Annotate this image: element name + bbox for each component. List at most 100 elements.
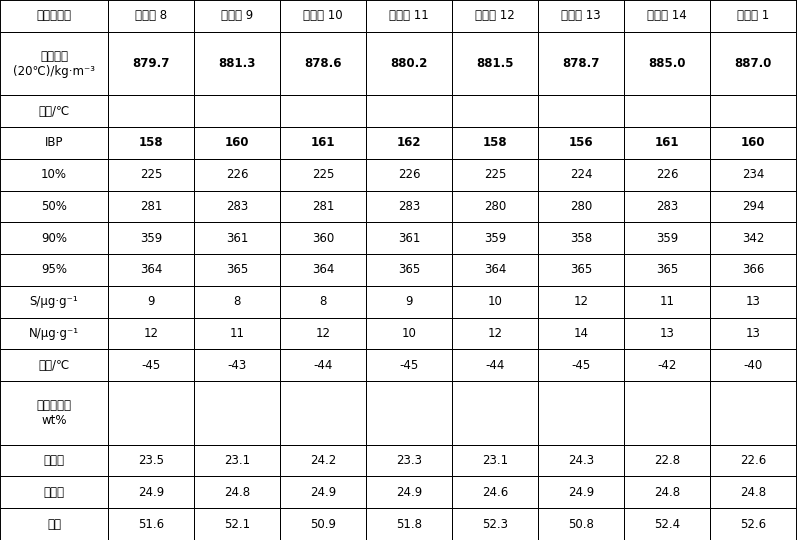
Text: 361: 361 xyxy=(226,232,248,245)
Text: 160: 160 xyxy=(225,137,250,150)
Text: 50.8: 50.8 xyxy=(568,518,594,531)
Text: 879.7: 879.7 xyxy=(132,57,170,70)
Text: 10: 10 xyxy=(402,327,417,340)
Text: 12: 12 xyxy=(315,327,330,340)
Text: -45: -45 xyxy=(399,359,418,372)
Text: 52.1: 52.1 xyxy=(224,518,250,531)
Text: 实施例 11: 实施例 11 xyxy=(389,9,429,22)
Text: 22.8: 22.8 xyxy=(654,454,680,467)
Text: S/μg·g⁻¹: S/μg·g⁻¹ xyxy=(30,295,78,308)
Text: -40: -40 xyxy=(743,359,762,372)
Text: 24.2: 24.2 xyxy=(310,454,336,467)
Text: 24.8: 24.8 xyxy=(654,486,680,499)
Text: 8: 8 xyxy=(319,295,326,308)
Text: 实施例 9: 实施例 9 xyxy=(221,9,253,22)
Text: 358: 358 xyxy=(570,232,592,245)
Text: 12: 12 xyxy=(487,327,502,340)
Text: 885.0: 885.0 xyxy=(648,57,686,70)
Text: -42: -42 xyxy=(658,359,677,372)
Text: IBP: IBP xyxy=(45,137,63,150)
Text: 283: 283 xyxy=(226,200,248,213)
Text: 226: 226 xyxy=(226,168,248,181)
Text: 52.4: 52.4 xyxy=(654,518,680,531)
Text: 24.9: 24.9 xyxy=(568,486,594,499)
Text: 24.9: 24.9 xyxy=(396,486,422,499)
Text: 实施例 8: 实施例 8 xyxy=(135,9,167,22)
Text: 365: 365 xyxy=(656,264,678,276)
Text: 13: 13 xyxy=(659,327,674,340)
Text: 95%: 95% xyxy=(41,264,67,276)
Text: 160: 160 xyxy=(741,137,766,150)
Text: 280: 280 xyxy=(484,200,506,213)
Text: 887.0: 887.0 xyxy=(734,57,772,70)
Text: 24.8: 24.8 xyxy=(740,486,766,499)
Text: 90%: 90% xyxy=(41,232,67,245)
Text: 10%: 10% xyxy=(41,168,67,181)
Text: 23.5: 23.5 xyxy=(138,454,164,467)
Text: 凝点/℃: 凝点/℃ xyxy=(38,359,70,372)
Text: 281: 281 xyxy=(312,200,334,213)
Text: 878.7: 878.7 xyxy=(562,57,600,70)
Text: 359: 359 xyxy=(656,232,678,245)
Text: 225: 225 xyxy=(484,168,506,181)
Text: 364: 364 xyxy=(140,264,162,276)
Text: 281: 281 xyxy=(140,200,162,213)
Text: 实施例编号: 实施例编号 xyxy=(37,9,71,22)
Text: 364: 364 xyxy=(484,264,506,276)
Text: 实施例 12: 实施例 12 xyxy=(475,9,515,22)
Text: 12: 12 xyxy=(143,327,158,340)
Text: 14: 14 xyxy=(574,327,589,340)
Text: 实施例 10: 实施例 10 xyxy=(303,9,343,22)
Text: 360: 360 xyxy=(312,232,334,245)
Text: 225: 225 xyxy=(312,168,334,181)
Text: 13: 13 xyxy=(746,327,761,340)
Text: 878.6: 878.6 xyxy=(304,57,342,70)
Text: -44: -44 xyxy=(486,359,505,372)
Text: 158: 158 xyxy=(482,137,507,150)
Text: 161: 161 xyxy=(310,137,335,150)
Text: -45: -45 xyxy=(571,359,590,372)
Text: 365: 365 xyxy=(226,264,248,276)
Text: 51.8: 51.8 xyxy=(396,518,422,531)
Text: 880.2: 880.2 xyxy=(390,57,428,70)
Text: 365: 365 xyxy=(570,264,592,276)
Text: 11: 11 xyxy=(659,295,674,308)
Text: 对比例 1: 对比例 1 xyxy=(737,9,769,22)
Text: 24.9: 24.9 xyxy=(138,486,164,499)
Text: 芳烃: 芳烃 xyxy=(47,518,61,531)
Text: 22.6: 22.6 xyxy=(740,454,766,467)
Text: 365: 365 xyxy=(398,264,420,276)
Text: 226: 226 xyxy=(656,168,678,181)
Text: 24.9: 24.9 xyxy=(310,486,336,499)
Text: 实施例 13: 实施例 13 xyxy=(561,9,601,22)
Text: 234: 234 xyxy=(742,168,764,181)
Text: 364: 364 xyxy=(312,264,334,276)
Text: 11: 11 xyxy=(230,327,245,340)
Text: 链烷烃: 链烷烃 xyxy=(43,454,65,467)
Text: 226: 226 xyxy=(398,168,420,181)
Text: 13: 13 xyxy=(746,295,761,308)
Text: 馏程/℃: 馏程/℃ xyxy=(38,105,70,118)
Text: -45: -45 xyxy=(142,359,161,372)
Text: 280: 280 xyxy=(570,200,592,213)
Text: 质谱组成，
wt%: 质谱组成， wt% xyxy=(37,399,71,427)
Text: 密　　度
(20℃)/kg·m⁻³: 密 度 (20℃)/kg·m⁻³ xyxy=(13,50,95,78)
Text: 环烷烃: 环烷烃 xyxy=(43,486,65,499)
Text: -44: -44 xyxy=(314,359,333,372)
Text: 8: 8 xyxy=(234,295,241,308)
Text: 实施例 14: 实施例 14 xyxy=(647,9,687,22)
Text: 156: 156 xyxy=(569,137,594,150)
Text: 881.5: 881.5 xyxy=(476,57,514,70)
Text: 9: 9 xyxy=(147,295,154,308)
Text: 12: 12 xyxy=(574,295,589,308)
Text: 283: 283 xyxy=(656,200,678,213)
Text: 23.3: 23.3 xyxy=(396,454,422,467)
Text: 162: 162 xyxy=(397,137,422,150)
Text: 24.3: 24.3 xyxy=(568,454,594,467)
Text: 359: 359 xyxy=(140,232,162,245)
Text: 224: 224 xyxy=(570,168,592,181)
Text: 10: 10 xyxy=(487,295,502,308)
Text: 52.3: 52.3 xyxy=(482,518,508,531)
Text: 294: 294 xyxy=(742,200,764,213)
Text: 361: 361 xyxy=(398,232,420,245)
